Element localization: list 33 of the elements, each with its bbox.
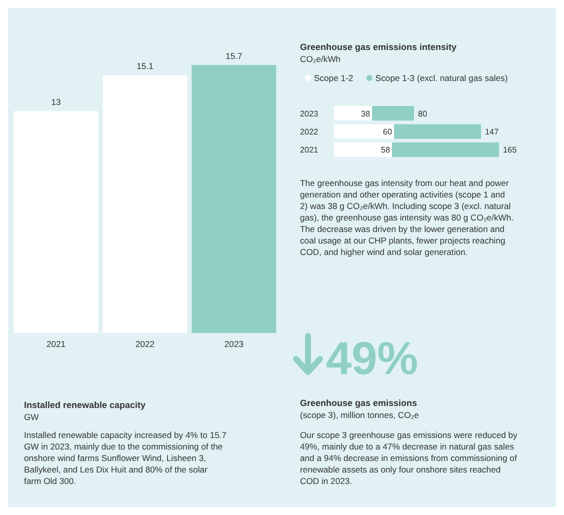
bar — [334, 124, 394, 139]
text: Our scope 3 greenhouse gas emissions were reduced by 49%, mainly due to a 47% decrease in natural gas sales and a 94% decrease in emissions from commissioning of renewable assets as only four onshore sites reached COD in 2023. — [300, 430, 518, 486]
legend-label: Scope 1-3 (excl. natural gas sales) — [375, 73, 508, 83]
text: The greenhouse gas intensity from our heat and power generation and other operating activities (scope 1 and 2) was 38 g CO₂e/kWh. Including scope 3 (excl. natural gas), the greenhouse gas intensity was 80 g CO₂e/kWh. The decrease was driven by the lower generation and coal usage at our CHP plants, fewer projects reaching COD, and higher wind and solar generation. — [300, 178, 514, 257]
text: Installed renewable capacity increased by 4% to 15.7 GW in 2023, mainly due to the commissioning of the onshore wind farms Sunflower Wind, Lisheen 3, Ballykeel, and Les Dix Huit and 80% of the solar farm Old 300. — [24, 430, 227, 486]
bar — [394, 124, 481, 139]
data-label: 15.1 — [136, 61, 154, 72]
text: (scope 3), million tonnes, CO₂e — [300, 410, 420, 420]
total-label: 165 — [503, 146, 518, 155]
x-tick-label: 2022 — [135, 339, 155, 349]
x-tick-label: 2023 — [224, 339, 244, 349]
total-label: 147 — [485, 128, 500, 136]
legend-label: Scope 1-2 — [314, 73, 354, 83]
y-tick-label: 2021 — [300, 146, 319, 155]
x-tick-label: 2021 — [46, 339, 66, 349]
y-tick-label: 2022 — [300, 128, 319, 136]
y-tick-label: 2023 — [300, 109, 319, 118]
data-label: 60 — [382, 128, 392, 136]
bar — [392, 142, 499, 157]
text: Greenhouse gas emissions — [300, 398, 418, 408]
data-label: 38 — [360, 109, 370, 118]
bar — [372, 106, 414, 121]
text: Installed renewable capacity — [24, 400, 146, 410]
text: 49% — [326, 332, 418, 384]
chart-subtitle: CO₂e/kWh — [300, 54, 341, 64]
chart-title: Greenhouse gas emissions intensity — [300, 42, 457, 52]
data-label: 58 — [380, 146, 390, 155]
data-label: 15.7 — [226, 51, 243, 61]
bar — [334, 142, 392, 157]
text: GW — [24, 412, 40, 422]
total-label: 80 — [418, 109, 428, 118]
bar — [334, 106, 372, 121]
data-label: 13 — [51, 97, 62, 108]
